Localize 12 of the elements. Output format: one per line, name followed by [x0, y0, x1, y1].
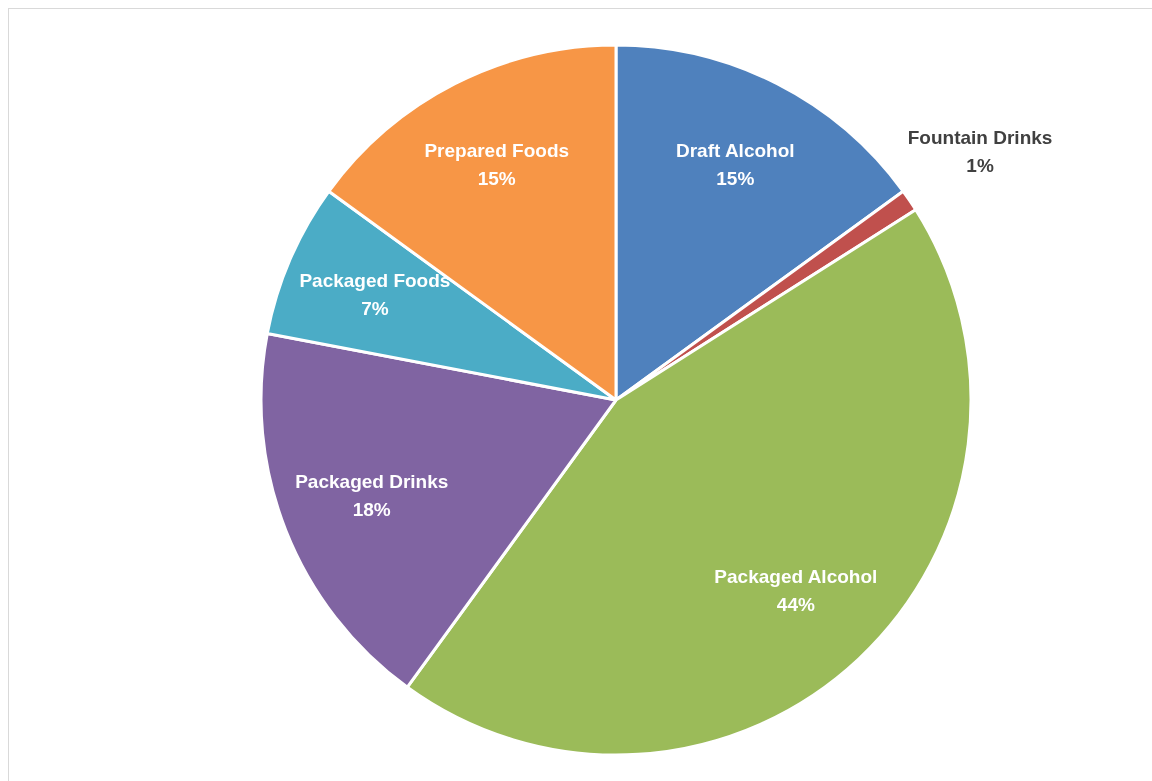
slice-label: Packaged Alcohol — [714, 565, 878, 587]
slice-label: Prepared Foods — [424, 140, 570, 162]
data-label: 44% — [776, 593, 815, 615]
data-label: 7% — [361, 297, 389, 319]
data-label: 18% — [352, 498, 391, 520]
slice-label: Fountain Drinks — [907, 126, 1053, 148]
data-label: 15% — [477, 168, 516, 190]
data-label: 15% — [716, 168, 755, 190]
slice-label: Draft Alcohol — [675, 140, 795, 162]
data-label: 1% — [966, 154, 994, 176]
slice-label: Packaged Foods — [299, 269, 451, 291]
slice-label: Packaged Drinks — [295, 470, 449, 492]
